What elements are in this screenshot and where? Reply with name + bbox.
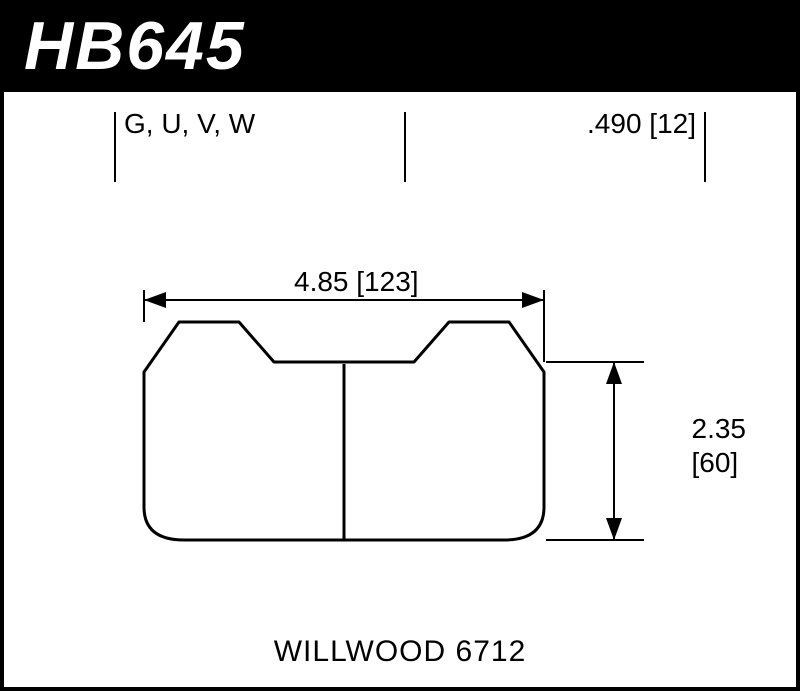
part-number: HB645 bbox=[24, 7, 246, 85]
caliper-label: WILLWOOD 6712 bbox=[4, 635, 796, 669]
header-bar: HB645 bbox=[0, 0, 800, 92]
spec-row: G, U, V, W .490 [12] bbox=[4, 108, 796, 188]
spec-divider bbox=[704, 112, 706, 182]
spec-divider bbox=[114, 112, 116, 182]
pad-svg bbox=[84, 262, 724, 622]
thickness-dim: .490 [12] bbox=[587, 108, 696, 140]
pad-drawing bbox=[84, 262, 724, 662]
compound-codes: G, U, V, W bbox=[124, 108, 255, 140]
height-arrow bbox=[546, 362, 644, 540]
content-frame: G, U, V, W .490 [12] 4.85 [123] 2.35 [60… bbox=[0, 92, 800, 691]
spec-divider bbox=[404, 112, 406, 182]
width-arrow bbox=[144, 290, 544, 362]
